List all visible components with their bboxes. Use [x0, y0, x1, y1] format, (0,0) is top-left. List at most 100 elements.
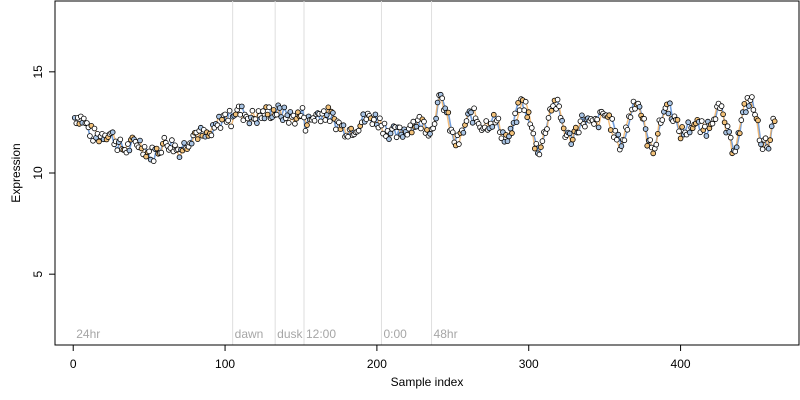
data-point-54	[153, 145, 160, 152]
data-point-364	[624, 127, 631, 133]
data-point-237	[431, 121, 438, 127]
data-point-262	[469, 120, 476, 126]
data-point-306	[536, 151, 543, 158]
data-point-431	[726, 129, 732, 135]
data-point-356	[612, 127, 619, 134]
data-point-152	[302, 128, 309, 134]
data-point-142	[287, 109, 294, 115]
data-point-271	[483, 118, 490, 124]
data-point-212	[393, 134, 400, 141]
data-point-416	[703, 133, 710, 139]
data-point-441	[741, 101, 748, 107]
data-point-387	[659, 117, 666, 123]
data-point-314	[548, 107, 555, 114]
data-point-453	[759, 146, 766, 153]
data-point-285	[504, 138, 511, 144]
data-point-383	[653, 141, 660, 148]
data-point-312	[545, 115, 552, 121]
data-point-459	[768, 123, 775, 130]
data-point-36	[126, 147, 133, 154]
data-point-166	[323, 112, 330, 118]
data-point-292	[515, 100, 521, 106]
data-point-221	[407, 122, 414, 129]
data-point-153	[304, 122, 310, 128]
data-point-77	[188, 140, 195, 147]
data-point-405	[686, 129, 693, 136]
data-point-290	[512, 110, 518, 117]
data-point-428	[721, 119, 728, 126]
y-tick-label-2: 15	[31, 65, 45, 79]
data-point-138	[281, 104, 288, 111]
data-point-336	[582, 123, 588, 130]
data-point-164	[320, 108, 327, 114]
data-point-461	[771, 118, 778, 125]
data-point-442	[743, 109, 749, 115]
data-point-261	[468, 109, 474, 116]
annotation-4: 48hr	[434, 327, 458, 341]
data-point-327	[568, 141, 574, 147]
data-point-57	[158, 149, 165, 156]
plot-frame	[54, 0, 800, 346]
data-point-303	[531, 145, 538, 152]
data-point-131	[270, 107, 277, 113]
data-point-249	[449, 129, 456, 136]
data-point-223	[410, 118, 417, 125]
data-point-225	[413, 123, 420, 130]
data-point-167	[325, 104, 332, 111]
data-point-197	[371, 116, 377, 123]
data-point-127	[264, 111, 271, 118]
data-point-353	[607, 127, 614, 133]
data-point-397	[674, 117, 681, 123]
data-point-256	[460, 130, 467, 136]
data-point-228	[418, 125, 424, 132]
data-point-288	[509, 130, 515, 136]
annotation-0: dawn	[235, 327, 264, 341]
data-point-35	[125, 141, 131, 147]
data-point-59	[161, 134, 168, 141]
y-axis: 5 10 15	[31, 65, 56, 278]
data-point-170	[330, 110, 336, 116]
data-point-399	[677, 135, 684, 142]
data-point-145	[292, 121, 298, 127]
data-point-208	[387, 130, 394, 137]
data-point-182	[348, 125, 354, 132]
x-tick-label-0: 0	[70, 357, 77, 371]
data-point-30	[117, 136, 124, 143]
annotations: 24hr dawn dusk 12:00 0:00 48hr	[76, 327, 457, 341]
data-point-81	[194, 136, 201, 142]
data-point-63	[167, 145, 174, 151]
data-point-298	[524, 114, 530, 121]
data-point-216	[399, 134, 406, 140]
data-point-234	[427, 131, 433, 137]
data-point-10	[87, 133, 93, 139]
vertical-lines	[232, 1, 433, 345]
data-point-125	[261, 115, 268, 122]
data-point-275	[489, 124, 496, 130]
data-point-307	[538, 144, 544, 151]
y-axis-label: Expression	[9, 143, 23, 202]
data-point-439	[738, 117, 745, 123]
data-point-377	[644, 143, 650, 149]
annotation-1: dusk	[277, 327, 303, 341]
data-points	[71, 91, 778, 164]
data-point-49	[146, 148, 152, 155]
data-point-391	[665, 110, 672, 117]
data-point-168	[326, 118, 333, 124]
data-point-321	[559, 117, 565, 124]
data-point-151	[301, 114, 307, 121]
data-point-436	[733, 144, 740, 151]
data-point-311	[544, 126, 550, 132]
data-point-201	[377, 115, 383, 122]
data-point-358	[615, 131, 622, 138]
data-point-455	[762, 135, 769, 142]
data-point-450	[755, 117, 761, 124]
data-point-207	[386, 136, 392, 142]
data-point-398	[676, 128, 682, 135]
data-point-422	[712, 116, 719, 122]
x-axis: 0 100 200 300 400	[70, 344, 691, 371]
data-point-214	[396, 124, 403, 131]
data-point-109	[237, 111, 244, 118]
data-point-384	[654, 131, 661, 137]
data-point-196	[369, 121, 376, 127]
data-point-404	[685, 119, 691, 125]
